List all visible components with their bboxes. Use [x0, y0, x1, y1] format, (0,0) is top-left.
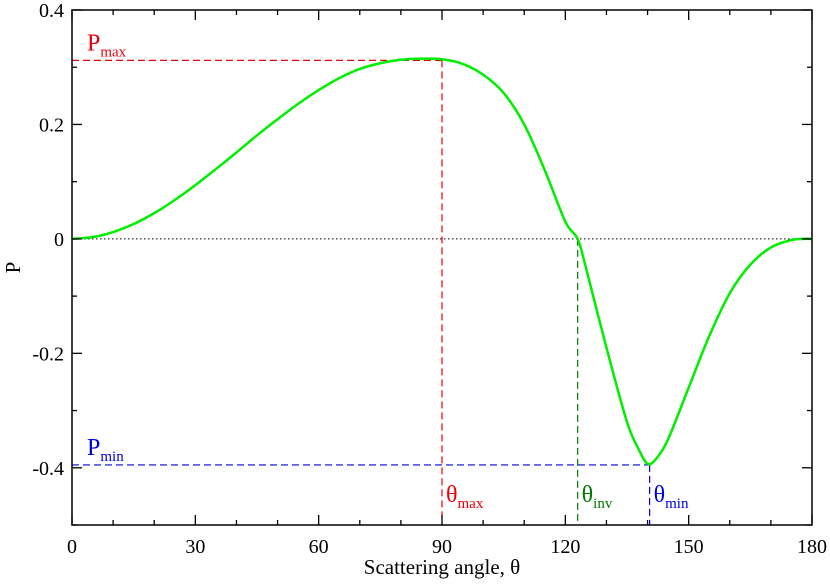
x-tick-label: 150 — [674, 536, 704, 558]
theta-max-label: θmax — [446, 482, 484, 512]
x-axis-title: Scattering angle, θ — [364, 555, 520, 579]
x-tick-label: 0 — [67, 536, 77, 558]
theta-inv-label: θinv — [582, 482, 613, 512]
y-tick-label: 0.2 — [39, 114, 64, 136]
x-tick-label: 120 — [550, 536, 580, 558]
x-tick-label: 60 — [309, 536, 329, 558]
y-tick-label: -0.4 — [32, 458, 64, 480]
y-tick-label: -0.2 — [32, 343, 64, 365]
p-min-label: Pmin — [87, 435, 124, 465]
y-tick-label: 0.4 — [39, 0, 64, 22]
p-max-label: Pmax — [87, 30, 127, 60]
y-tick-label: 0 — [54, 229, 64, 251]
series-line — [71, 57, 813, 466]
x-tick-label: 30 — [185, 536, 205, 558]
y-axis-title: P — [1, 262, 25, 274]
annotation-labels: Pmax Pmin θmax θinv θmin — [87, 30, 689, 512]
theta-min-label: θmin — [654, 482, 689, 512]
x-tick-label: 90 — [432, 536, 452, 558]
x-tick-label: 180 — [797, 536, 827, 558]
tick-labels: 0 30 60 90 120 150 180 -0.4 -0.2 0 0.2 0.4 — [32, 0, 827, 558]
annotation-lines — [72, 59, 651, 525]
axis-ticks — [71, 9, 813, 526]
